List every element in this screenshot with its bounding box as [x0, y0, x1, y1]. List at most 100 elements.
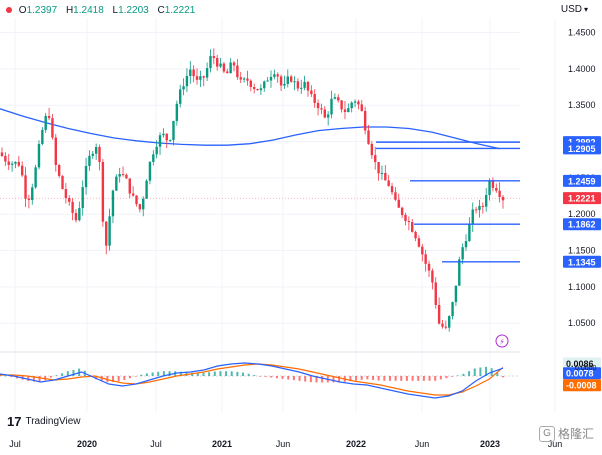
histogram-bar	[140, 374, 143, 376]
histogram-bar	[27, 376, 30, 381]
time-axis-tick: 2020	[77, 439, 97, 449]
candle-body	[128, 178, 131, 194]
candle-body	[239, 77, 242, 80]
level-tag-label: 1.1862	[568, 220, 596, 230]
candle-body	[276, 74, 279, 77]
candle-body	[434, 282, 437, 305]
histogram-bar	[134, 376, 137, 377]
candles	[0, 48, 505, 332]
candle-body	[370, 143, 374, 156]
candle-body	[347, 108, 350, 113]
candle-body	[189, 69, 192, 77]
candle-body	[468, 223, 471, 242]
oscillator-tag-label: 0.0086	[566, 359, 594, 369]
level-tag-bg	[563, 174, 601, 187]
histogram-bar	[10, 376, 13, 378]
time-axis-tick: Jun	[415, 439, 430, 449]
level-tag-label: 1.1345	[568, 257, 596, 267]
ohlc-low-label: L	[112, 5, 119, 16]
histogram-bar	[191, 372, 194, 376]
oscillator-tag-label: -0.0008	[566, 381, 597, 391]
candle-body	[316, 102, 320, 109]
candle-body	[0, 152, 4, 156]
candle-body	[158, 135, 162, 147]
currency-selector[interactable]: USD ▾	[561, 4, 588, 15]
ohlc-close-label: C	[157, 5, 165, 16]
histogram-bar	[281, 376, 284, 379]
candle-body	[71, 201, 74, 213]
price-axis-tick: 1.1000	[568, 282, 596, 292]
tradingview-mark-icon: 17	[7, 414, 22, 429]
candle-body	[293, 81, 296, 83]
candle-body	[215, 58, 219, 67]
candle-body	[125, 174, 128, 179]
candle-body	[431, 270, 434, 283]
histogram-bar	[247, 373, 250, 376]
histogram-bar	[145, 373, 148, 376]
candle-body	[145, 180, 148, 199]
candle-body	[252, 87, 256, 90]
watermark-text: 格隆汇	[557, 427, 594, 441]
histogram-bar	[213, 371, 216, 376]
histogram-bar	[485, 366, 488, 376]
candle-body	[4, 155, 7, 162]
histogram-bar	[445, 376, 448, 379]
histogram-bar	[292, 376, 295, 381]
time-axis-tick: 2021	[212, 439, 232, 449]
candle-body	[279, 76, 283, 86]
histogram-bar	[66, 371, 69, 376]
candle-body	[229, 62, 232, 74]
candle-body	[394, 192, 397, 200]
candle-body	[209, 56, 212, 69]
ohlc-high-value: 1.2418	[73, 5, 104, 16]
candle-body	[484, 195, 488, 207]
watermark: G 格隆汇	[538, 425, 594, 442]
flash-icon-glyph: ⚡	[499, 338, 505, 347]
candle-body	[377, 162, 380, 174]
oscillator-tag-bg	[563, 357, 601, 370]
candle-body	[222, 63, 226, 72]
ohlc-low-value: 1.2203	[118, 5, 149, 16]
histogram-bar	[117, 376, 120, 382]
histogram-bar	[230, 371, 233, 376]
histogram	[0, 366, 504, 383]
candle-body	[10, 163, 14, 165]
candle-body	[464, 241, 468, 248]
candle-body	[226, 71, 229, 74]
candle-body	[360, 104, 363, 111]
histogram-bar	[388, 376, 391, 381]
candle-body	[98, 146, 101, 162]
candle-body	[61, 175, 64, 190]
histogram-bar	[275, 376, 278, 379]
histogram-bar	[338, 376, 341, 383]
candle-body	[135, 195, 138, 205]
time-axis-tick: 2022	[346, 439, 366, 449]
candle-body	[162, 133, 165, 136]
candle-body	[286, 76, 290, 84]
candle-body	[488, 181, 491, 196]
candle-body	[236, 65, 239, 78]
candle-body	[246, 78, 249, 81]
price-axis-tick: 1.3500	[568, 100, 596, 110]
candle-body	[448, 316, 451, 328]
candle-body	[437, 304, 441, 324]
tradingview-logo[interactable]: 17 TradingView	[7, 414, 81, 429]
candle-body	[461, 247, 464, 260]
candle-body	[444, 326, 448, 328]
histogram-bar	[304, 376, 307, 382]
histogram-bar	[462, 373, 465, 376]
histogram-bar	[360, 376, 363, 380]
histogram-bar	[162, 371, 165, 376]
histogram-bar	[400, 376, 403, 381]
level-tag-bg	[563, 218, 601, 231]
histogram-bar	[196, 372, 199, 376]
tradingview-wordmark: TradingView	[25, 416, 81, 427]
candle-body	[152, 154, 155, 162]
candle-body	[407, 221, 411, 223]
histogram-bar	[496, 372, 499, 376]
histogram-bar	[394, 376, 397, 381]
candle-body	[495, 188, 498, 191]
histogram-bar	[242, 372, 245, 376]
